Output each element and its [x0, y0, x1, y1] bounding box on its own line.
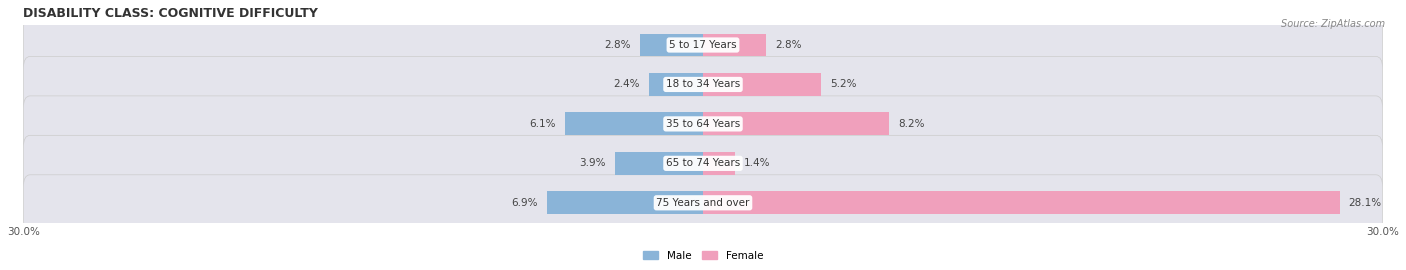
Bar [648, 73, 703, 96]
Text: 2.8%: 2.8% [605, 40, 630, 50]
FancyBboxPatch shape [24, 56, 1382, 113]
Text: 75 Years and over: 75 Years and over [657, 198, 749, 208]
Text: 28.1%: 28.1% [1348, 198, 1382, 208]
FancyBboxPatch shape [24, 96, 1382, 152]
FancyBboxPatch shape [24, 135, 1382, 191]
Text: 2.4%: 2.4% [613, 79, 640, 89]
Bar [640, 33, 703, 56]
FancyBboxPatch shape [24, 175, 1382, 231]
Bar [703, 33, 766, 56]
Text: 35 to 64 Years: 35 to 64 Years [666, 119, 740, 129]
Text: 2.8%: 2.8% [776, 40, 801, 50]
Text: 8.2%: 8.2% [898, 119, 924, 129]
Bar [547, 191, 703, 214]
Text: 6.1%: 6.1% [529, 119, 555, 129]
Legend: Male, Female: Male, Female [643, 251, 763, 261]
Bar [703, 152, 735, 175]
Text: 65 to 74 Years: 65 to 74 Years [666, 158, 740, 168]
Text: 5 to 17 Years: 5 to 17 Years [669, 40, 737, 50]
Bar [703, 191, 1340, 214]
Text: 3.9%: 3.9% [579, 158, 606, 168]
Text: 1.4%: 1.4% [744, 158, 770, 168]
Text: 18 to 34 Years: 18 to 34 Years [666, 79, 740, 89]
Bar [703, 73, 821, 96]
Bar [614, 152, 703, 175]
Text: DISABILITY CLASS: COGNITIVE DIFFICULTY: DISABILITY CLASS: COGNITIVE DIFFICULTY [24, 7, 318, 20]
Bar [703, 113, 889, 135]
Text: 5.2%: 5.2% [830, 79, 856, 89]
FancyBboxPatch shape [24, 17, 1382, 73]
Text: 6.9%: 6.9% [512, 198, 537, 208]
Text: Source: ZipAtlas.com: Source: ZipAtlas.com [1281, 19, 1385, 29]
Bar [565, 113, 703, 135]
